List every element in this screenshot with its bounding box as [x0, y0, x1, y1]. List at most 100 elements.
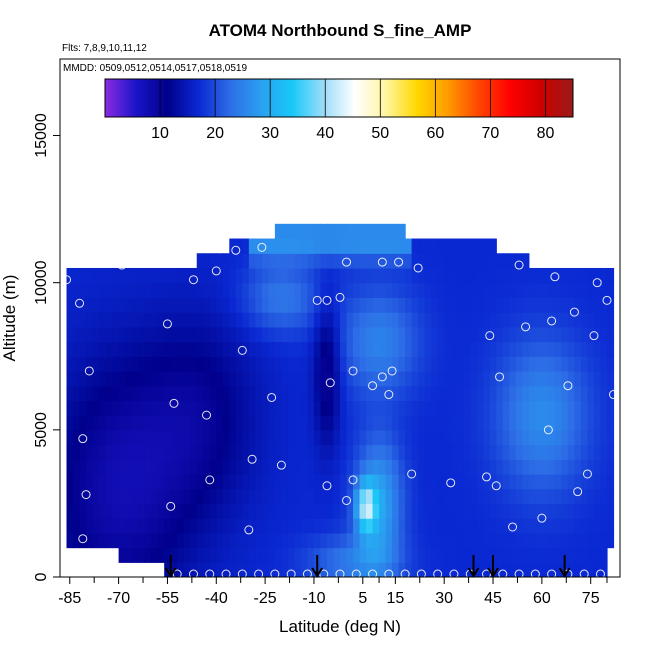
heatmap-cell: [372, 444, 380, 460]
heatmap-cell: [190, 503, 198, 519]
heatmap-cell: [209, 415, 217, 431]
heatmap-cell: [313, 326, 322, 343]
heatmap-cell: [203, 341, 211, 357]
heatmap-cell: [359, 297, 367, 313]
sample-point: [257, 242, 267, 252]
heatmap-cell: [248, 326, 256, 343]
heatmap-cell: [99, 370, 107, 387]
heatmap-cell: [509, 562, 517, 577]
heatmap-cell: [444, 562, 452, 577]
heatmap-cell: [444, 415, 452, 431]
heatmap-cell: [235, 444, 243, 460]
heatmap-cell: [105, 473, 113, 490]
heatmap-cell: [561, 415, 569, 431]
heatmap-cell: [261, 503, 269, 519]
heatmap-cell: [300, 341, 309, 357]
heatmap-cell: [528, 312, 536, 328]
heatmap-cell: [196, 562, 204, 577]
sample-point: [221, 569, 231, 577]
heatmap-cell: [190, 297, 198, 313]
heatmap-cell: [190, 459, 198, 475]
heatmap-cell: [463, 297, 471, 313]
heatmap-cell: [105, 429, 113, 446]
heatmap-cell: [248, 562, 256, 577]
heatmap-cell: [203, 385, 211, 402]
heatmap-cell: [496, 444, 504, 460]
heatmap-cell: [522, 253, 530, 269]
sample-point: [342, 495, 352, 505]
heatmap-cell: [105, 503, 113, 519]
heatmap-cell: [385, 518, 393, 534]
heatmap-cell: [509, 415, 517, 431]
heatmap-cell: [411, 503, 419, 519]
heatmap-cell: [385, 238, 393, 254]
heatmap-cell: [502, 518, 510, 534]
heatmap-cell: [112, 341, 120, 357]
heatmap-cell: [424, 326, 432, 343]
heatmap-cell: [431, 400, 439, 416]
heatmap-cell: [457, 444, 465, 460]
heatmap-cell: [151, 444, 159, 460]
heatmap-cell: [320, 503, 328, 519]
heatmap-cell: [398, 297, 406, 313]
heatmap-cell: [242, 518, 250, 534]
heatmap-cell: [431, 473, 439, 490]
heatmap-cell: [287, 312, 296, 328]
heatmap-cell: [307, 473, 315, 490]
heatmap-cell: [164, 267, 172, 284]
heatmap-cell: [255, 356, 263, 372]
heatmap-cell: [326, 429, 335, 446]
heatmap-cell: [522, 429, 530, 446]
heatmap-cell: [307, 312, 315, 328]
heatmap-cell: [229, 341, 237, 357]
heatmap-cell: [346, 370, 354, 387]
heatmap-cell: [274, 312, 282, 328]
sample-point: [384, 390, 394, 400]
dates-annotation: MMDD: 0509,0512,0514,0517,0518,0519: [63, 63, 247, 74]
heatmap-cell: [359, 532, 367, 549]
heatmap-cell: [437, 547, 445, 563]
heatmap-cell: [424, 267, 432, 284]
heatmap-cell: [183, 341, 191, 357]
heatmap-cell: [164, 415, 172, 431]
heatmap-cell: [229, 238, 237, 254]
heatmap-cell: [177, 488, 185, 505]
heatmap-cell: [424, 429, 432, 446]
heatmap-cell: [392, 532, 400, 549]
heatmap-cell: [515, 282, 523, 298]
heatmap-cell: [470, 488, 478, 505]
heatmap-cell: [372, 312, 380, 328]
heatmap-cell: [287, 356, 296, 372]
heatmap-cell: [392, 282, 400, 298]
heatmap-cell: [242, 282, 250, 298]
heatmap-cell: [261, 562, 269, 577]
heatmap-cell: [320, 312, 328, 328]
heatmap-cell: [444, 341, 452, 357]
heatmap-cell: [541, 562, 549, 577]
heatmap-cell: [248, 385, 256, 402]
heatmap-cell: [483, 341, 491, 357]
heatmap-cell: [398, 532, 406, 549]
heatmap-cell: [248, 547, 256, 563]
heatmap-cell: [183, 267, 191, 284]
heatmap-cell: [561, 385, 569, 402]
heatmap-cell: [606, 282, 615, 298]
heatmap-cell: [333, 326, 341, 343]
heatmap-cell: [372, 385, 380, 402]
profile-arrow: [487, 555, 499, 578]
heatmap-cell: [281, 341, 289, 357]
heatmap-cell: [574, 518, 582, 534]
heatmap-cell: [385, 297, 393, 313]
heatmap-cell: [418, 429, 426, 446]
heatmap-cell: [522, 341, 530, 357]
heatmap-cell: [326, 297, 335, 313]
heatmap-cell: [340, 312, 348, 328]
heatmap-cell: [496, 267, 504, 284]
heatmap-cell: [294, 415, 302, 431]
heatmap-cell: [392, 223, 400, 240]
heatmap-cell: [157, 429, 165, 446]
heatmap-cell: [593, 444, 602, 460]
heatmap-cell: [125, 518, 133, 534]
heatmap-cell: [463, 429, 471, 446]
